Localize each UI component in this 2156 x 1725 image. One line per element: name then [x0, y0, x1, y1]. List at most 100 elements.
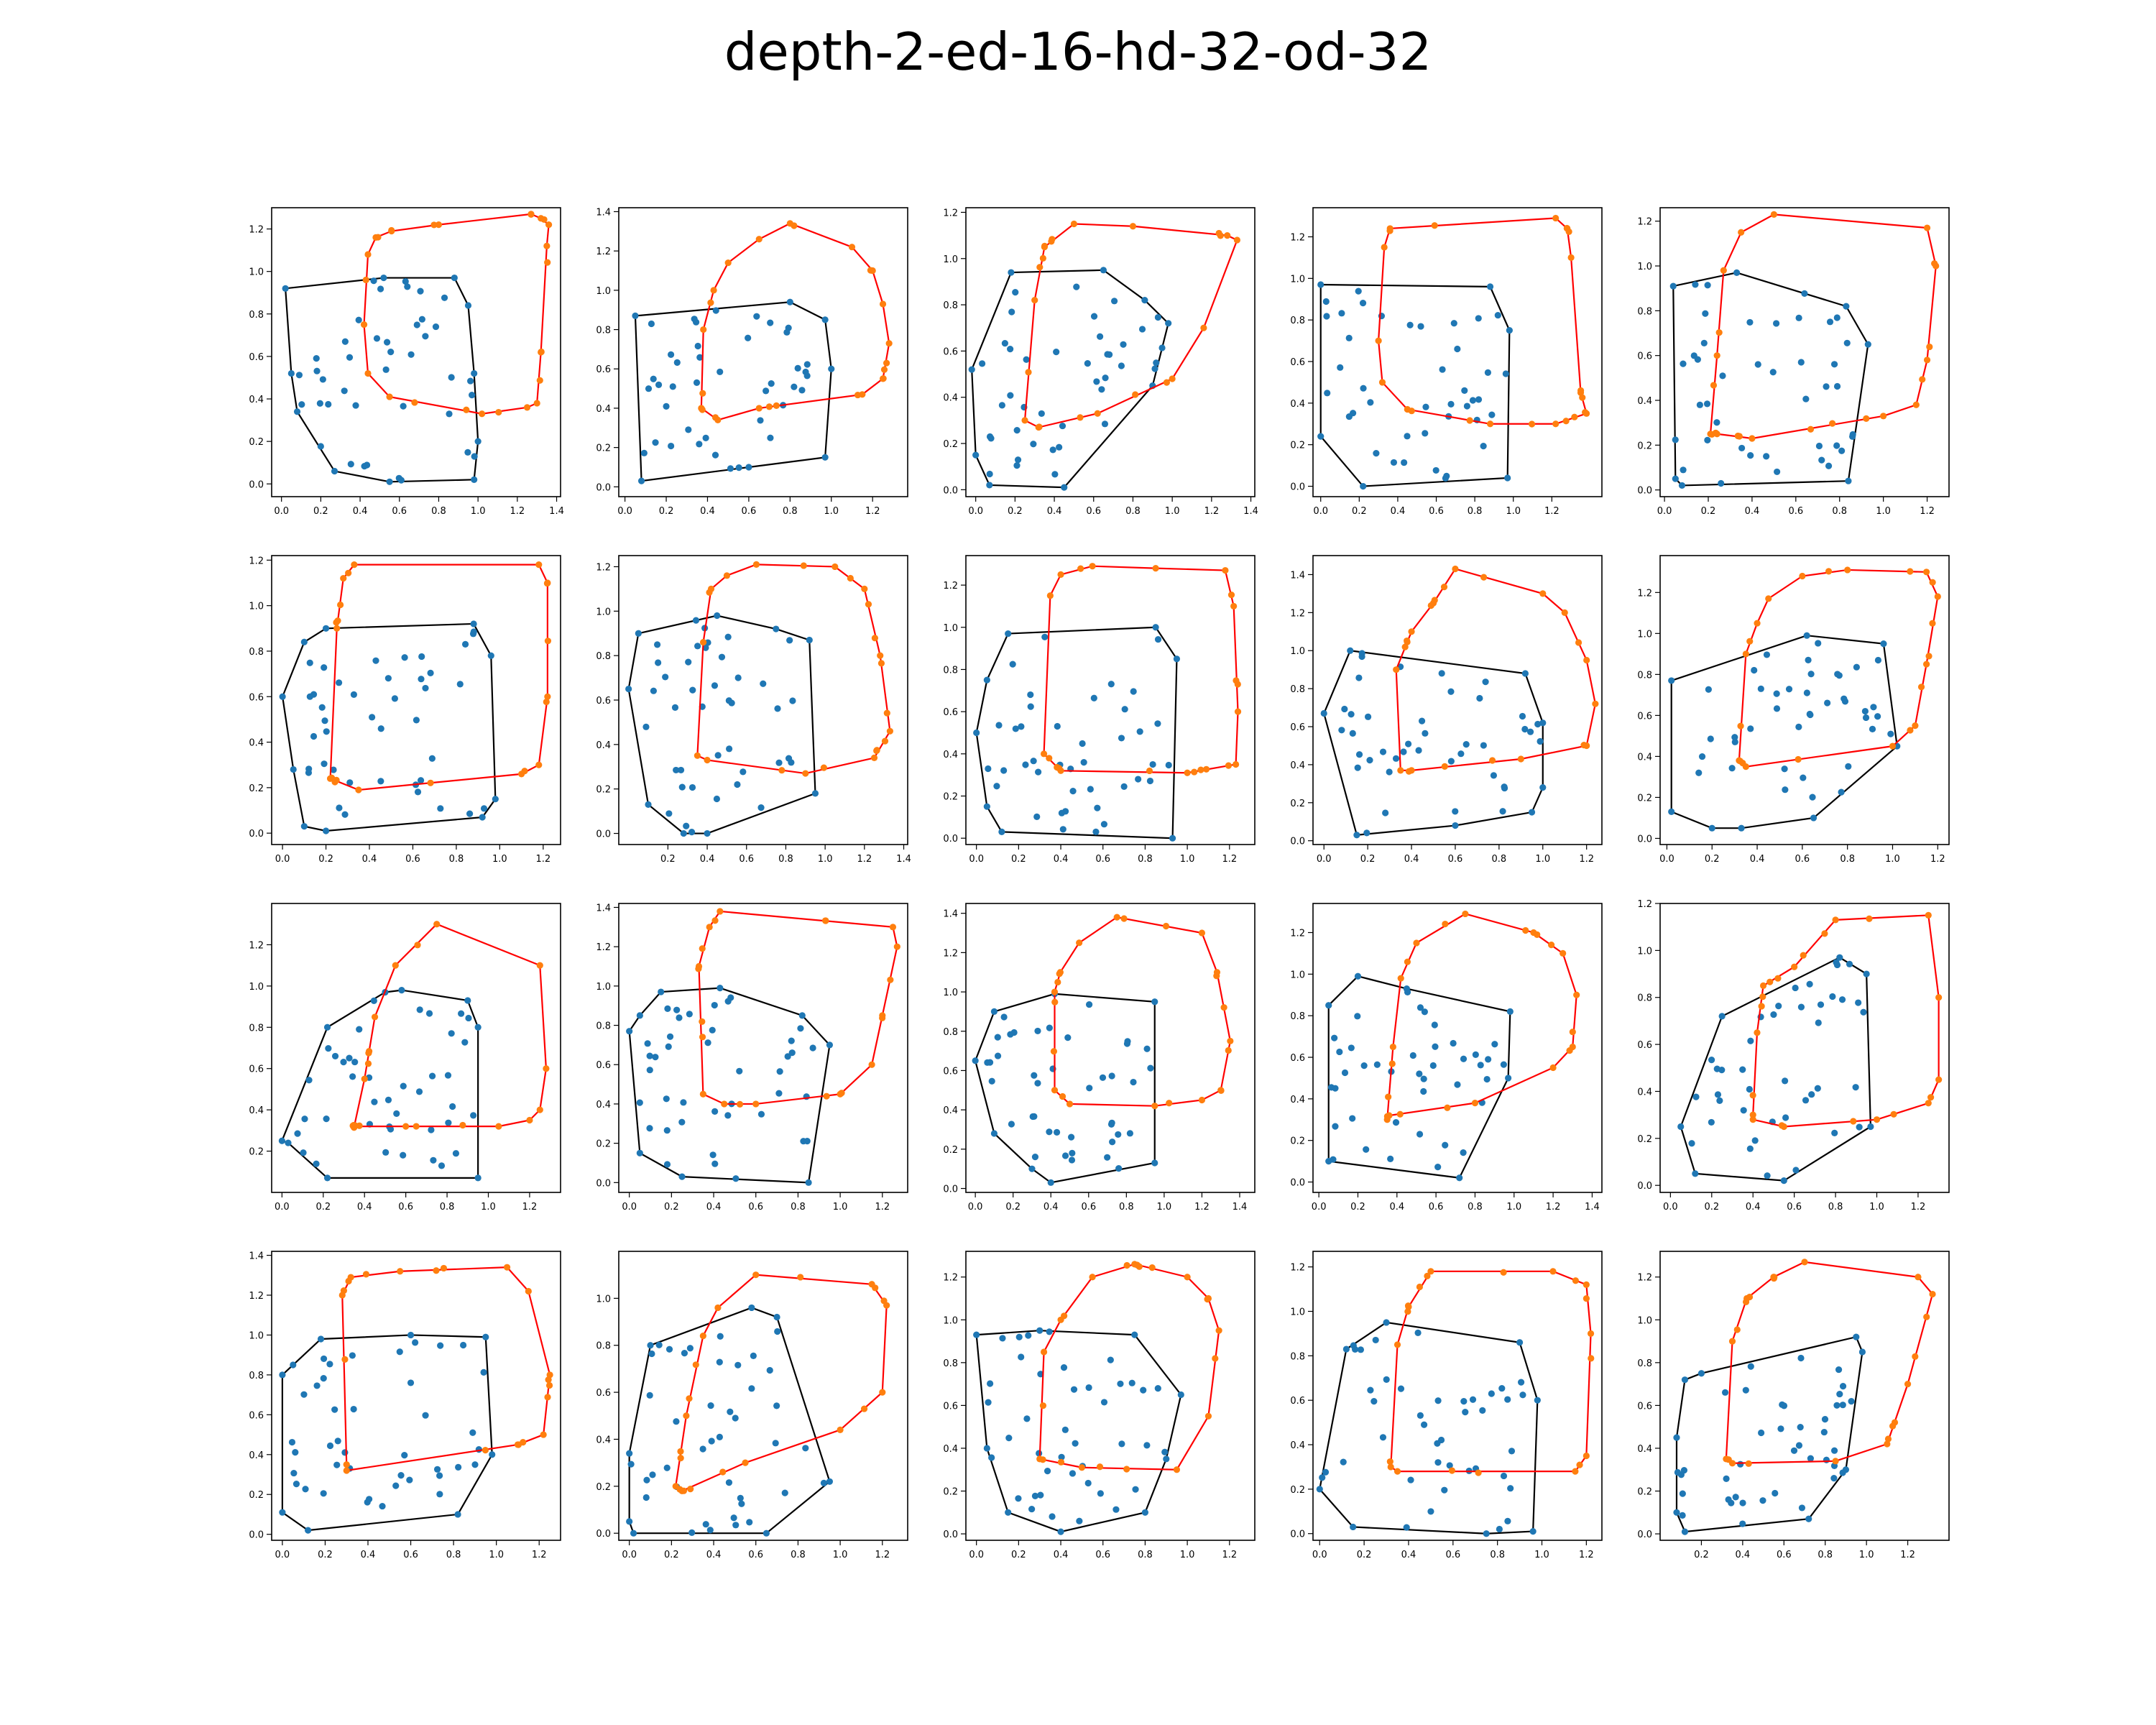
point-a — [1678, 482, 1686, 489]
point-a — [1007, 1031, 1014, 1038]
x-tick-label: 1.0 — [833, 1202, 848, 1213]
point-a — [1529, 1528, 1537, 1535]
point-a — [658, 988, 665, 995]
point-a — [1733, 269, 1741, 276]
point-b — [1552, 214, 1560, 222]
point-b — [1386, 1458, 1393, 1466]
point-b — [1404, 1308, 1411, 1315]
point-a — [464, 302, 472, 309]
point-a — [1030, 441, 1037, 448]
point-a — [282, 285, 289, 292]
y-tick-label: 1.0 — [249, 982, 264, 993]
point-a — [356, 1026, 363, 1033]
point-a — [625, 685, 632, 693]
point-a — [986, 1059, 994, 1066]
point-a — [973, 1331, 980, 1338]
point-a — [1022, 761, 1029, 768]
point-a — [364, 1499, 371, 1506]
point-b — [1386, 227, 1393, 234]
point-b — [536, 962, 543, 969]
point-a — [341, 387, 348, 395]
point-a — [1379, 748, 1387, 755]
point-a — [646, 1125, 653, 1132]
point-a — [1833, 382, 1841, 390]
point-a — [994, 1034, 1001, 1041]
point-b — [1133, 1261, 1141, 1269]
point-b — [433, 921, 441, 928]
point-b — [1217, 1087, 1225, 1094]
y-tick-label: 0.6 — [249, 352, 264, 363]
subplot-13: 0.0 0.2 0.4 0.6 0.8 1.0 1.2 1.40.00.20.40.60.81… — [943, 903, 1256, 1213]
point-b — [333, 625, 341, 632]
point-a — [1494, 311, 1501, 319]
point-b — [1560, 949, 1567, 957]
y-tick-label: 0.6 — [596, 364, 611, 375]
axes-frame — [618, 1251, 908, 1541]
x-tick-label: 0.0 — [1312, 1550, 1327, 1560]
point-a — [711, 1160, 719, 1167]
point-b — [1148, 1264, 1156, 1271]
point-a — [1798, 1504, 1806, 1512]
point-b — [694, 752, 701, 759]
point-a — [306, 659, 313, 666]
point-b — [1884, 1435, 1892, 1443]
point-a — [295, 372, 303, 379]
point-a — [1887, 730, 1894, 737]
point-a — [1692, 1093, 1700, 1100]
point-a — [1319, 1474, 1326, 1481]
point-b — [341, 1356, 349, 1363]
point-a — [681, 1350, 688, 1357]
point-a — [1500, 1061, 1507, 1068]
point-a — [425, 1010, 433, 1017]
point-a — [1864, 341, 1871, 348]
point-a — [1505, 1075, 1512, 1082]
point-b — [543, 1065, 550, 1072]
axes-frame — [271, 1251, 561, 1541]
point-b — [1184, 1274, 1191, 1281]
point-b — [343, 1467, 350, 1474]
point-a — [436, 1491, 443, 1498]
point-a — [470, 1112, 477, 1119]
point-b — [1204, 1296, 1211, 1303]
point-a — [1136, 728, 1143, 735]
point-b — [1922, 569, 1930, 576]
point-b — [430, 221, 438, 229]
point-b — [1393, 1341, 1401, 1348]
point-b — [1923, 224, 1931, 231]
point-a — [1012, 289, 1019, 296]
point-b — [1829, 420, 1836, 427]
point-a — [1057, 1528, 1064, 1535]
y-tick-label: 0.2 — [1290, 441, 1305, 451]
subplot-8: 0.0 0.2 0.4 0.6 0.8 1.0 1.20.00.20.40.60.81.01… — [943, 555, 1256, 865]
point-a — [1826, 318, 1834, 326]
point-b — [1565, 228, 1572, 236]
y-tick-label: 0.4 — [249, 738, 264, 749]
y-tick-label: 1.2 — [1290, 608, 1305, 619]
point-a — [422, 684, 429, 692]
y-tick-label: 0.8 — [1637, 993, 1652, 1004]
point-a — [1490, 772, 1498, 779]
point-b — [1825, 568, 1833, 575]
point-a — [1792, 984, 1799, 992]
point-b — [723, 572, 731, 579]
x-tick-label: 0.2 — [1705, 854, 1720, 865]
point-a — [1104, 1154, 1111, 1161]
point-a — [1031, 1113, 1038, 1120]
point-b — [1583, 656, 1590, 664]
point-a — [278, 1137, 285, 1144]
point-b — [1039, 254, 1046, 262]
point-a — [1069, 1470, 1077, 1477]
point-b — [1040, 1348, 1048, 1356]
point-a — [1707, 735, 1714, 742]
point-a — [649, 1471, 656, 1478]
point-a — [377, 778, 384, 785]
point-a — [1345, 413, 1353, 420]
point-a — [1094, 804, 1101, 811]
y-tick-label: 0.4 — [249, 1450, 264, 1461]
point-a — [331, 1052, 339, 1060]
point-b — [755, 405, 763, 412]
point-b — [870, 754, 878, 761]
point-a — [1782, 786, 1789, 794]
point-b — [1907, 568, 1914, 575]
point-b — [543, 579, 551, 587]
